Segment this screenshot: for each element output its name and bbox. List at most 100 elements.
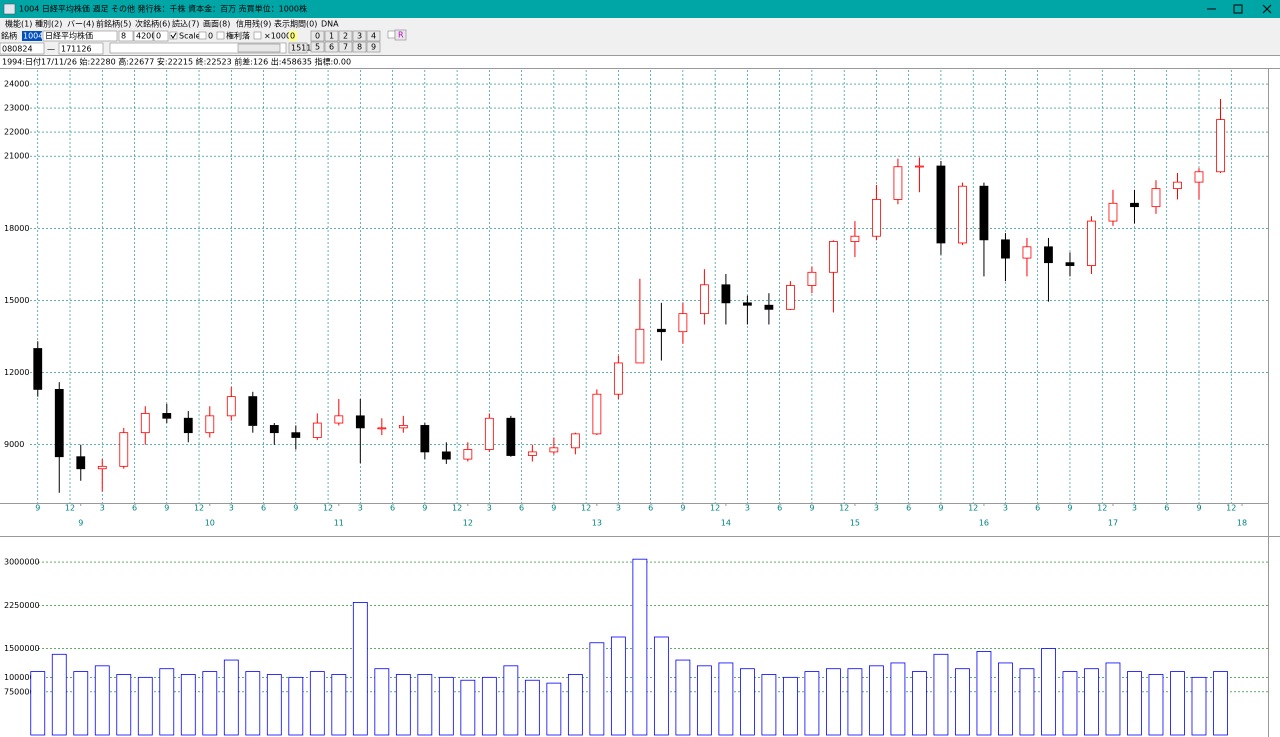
candle-body: [291, 432, 301, 438]
candle-body: [1194, 171, 1204, 183]
menu-item[interactable]: 種別(2): [35, 19, 62, 29]
number-button[interactable]: [366, 41, 381, 53]
field-box[interactable]: [153, 30, 169, 42]
y-tick-label: 12000: [4, 368, 29, 377]
volume-bar: [374, 668, 390, 736]
menu-item[interactable]: 機能(1): [5, 19, 32, 29]
x-tick-label: 6: [132, 504, 137, 513]
volume-bar: [524, 679, 540, 736]
x-tick-label: 9: [680, 504, 685, 513]
to-combo[interactable]: [58, 42, 104, 55]
maximize-button[interactable]: [1233, 4, 1243, 14]
candle-body: [915, 165, 924, 168]
x-tick-label: 12: [1097, 504, 1107, 513]
volume-bar: [481, 676, 497, 736]
code-field[interactable]: [22, 31, 42, 41]
number-button[interactable]: [310, 41, 325, 53]
candle-body: [979, 185, 989, 241]
volume-bar: [352, 602, 368, 736]
volume-bar: [933, 653, 949, 736]
volume-bar: [1105, 662, 1121, 736]
candle-body: [678, 313, 688, 333]
candle-body: [1151, 188, 1161, 208]
scroll-thumb[interactable]: [237, 43, 281, 53]
menu-item[interactable]: DNA: [321, 20, 339, 29]
candle-body: [312, 422, 322, 438]
x-tick-label: 3: [229, 504, 234, 513]
candle-body: [635, 328, 645, 364]
close-button[interactable]: [1262, 4, 1272, 14]
checkbox[interactable]: [387, 30, 396, 39]
number-button[interactable]: [324, 41, 339, 53]
checkbox[interactable]: [253, 31, 262, 40]
candle-body: [592, 393, 602, 435]
to-value: 171126: [61, 45, 92, 54]
candle-body: [656, 328, 666, 333]
y-tick-label: 24000: [4, 80, 29, 89]
number-button[interactable]: [338, 41, 353, 53]
number-button[interactable]: [324, 30, 339, 42]
menu-item[interactable]: 信用残(9): [236, 19, 271, 29]
number-button[interactable]: [352, 30, 367, 42]
year-label: 15: [850, 519, 860, 528]
x-tick-label: 9: [422, 504, 427, 513]
volume-bar: [202, 671, 218, 736]
x-tick-label: 6: [777, 504, 782, 513]
menu-item[interactable]: バー(4): [67, 20, 94, 29]
number-button[interactable]: [338, 30, 353, 42]
x-tick-label: 6: [906, 504, 911, 513]
volume-bar: [890, 662, 906, 736]
y-tick-label: 23000: [4, 104, 29, 113]
y-tick-label: 15000: [4, 296, 29, 305]
candle-body: [1022, 246, 1032, 259]
candle-body: [1108, 202, 1118, 222]
volume-bar: [1191, 676, 1207, 736]
candle-body: [1216, 119, 1225, 173]
name-field[interactable]: [42, 30, 118, 42]
volume-bar: [1084, 668, 1099, 736]
volume-bar: [567, 674, 583, 736]
year-label: 9: [78, 519, 83, 528]
field-box[interactable]: [133, 30, 154, 42]
scrollbar[interactable]: [109, 42, 287, 54]
candle-body: [484, 417, 494, 450]
volume-bar: [696, 665, 712, 736]
number-label: 0: [315, 32, 320, 41]
volume-bar: [976, 651, 992, 736]
candle-body: [570, 433, 580, 449]
x-tick-label: 12: [581, 504, 591, 513]
menu-item[interactable]: 前銘柄(5): [96, 19, 131, 29]
x-tick-label: 6: [1164, 504, 1169, 513]
menu-item[interactable]: 読込(7): [172, 19, 199, 29]
number-button[interactable]: [366, 30, 381, 42]
year-label: 11: [334, 519, 344, 528]
volume-bar: [395, 674, 411, 736]
menu-item[interactable]: 画面(8): [203, 20, 230, 29]
x-tick-label: 9: [35, 504, 40, 513]
menu-item[interactable]: 次銘柄(6): [135, 19, 170, 29]
from-combo[interactable]: [0, 42, 45, 55]
year-label: 17: [1108, 519, 1118, 528]
from-value: 080824: [2, 45, 33, 54]
r-button[interactable]: [394, 29, 407, 41]
number-button[interactable]: [310, 30, 325, 42]
checkbox[interactable]: [198, 31, 207, 40]
volume-bar: [309, 671, 325, 736]
volume-bar: [245, 671, 261, 736]
field-value: 4200: [136, 32, 156, 41]
volume-bar: [610, 636, 626, 736]
number-button[interactable]: [352, 41, 367, 53]
menu-item[interactable]: 表示期間(0): [274, 19, 317, 29]
checkbox[interactable]: [169, 31, 178, 40]
candle-body: [463, 449, 473, 460]
checkbox[interactable]: [216, 31, 225, 40]
x-tick-label: 6: [1035, 504, 1040, 513]
candle-body: [226, 396, 236, 417]
x-tick-label: 9: [164, 504, 169, 513]
volume-bar: [1127, 671, 1142, 736]
candle-body: [398, 425, 408, 429]
x-tick-label: 3: [616, 504, 621, 513]
candle-body: [248, 396, 258, 426]
field-box[interactable]: [118, 30, 134, 42]
